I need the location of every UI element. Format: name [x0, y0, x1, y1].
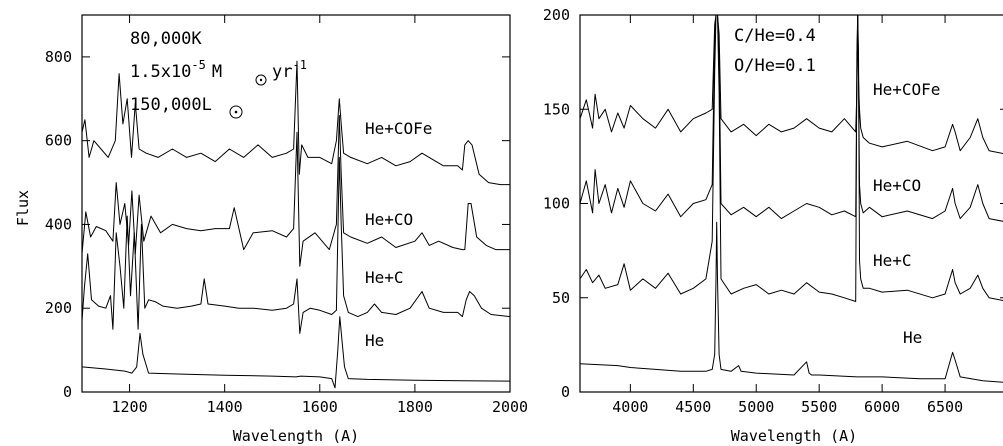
right-x-axis-title: Wavelength (A)	[731, 427, 857, 445]
right-series-line-he	[579, 221, 1003, 383]
right-label-he: He	[903, 328, 922, 347]
left-plot-frame	[81, 14, 511, 393]
right-y-tick-label-4: 200	[543, 6, 570, 24]
right-label-he-co: He+CO	[873, 176, 921, 195]
left-label-he-cofe: He+COFe	[365, 119, 432, 138]
left-chart-panel: 1200 1400 1600 1800 2000 0 200 400 600 800 Wavel…	[14, 14, 528, 445]
sun-symbol-mass-dot	[259, 78, 263, 82]
right-x-tick-label-5: 6500	[927, 398, 963, 416]
right-x-tick-label-2: 5000	[738, 398, 774, 416]
right-annotation-c-he: C/He=0.4	[734, 26, 816, 46]
left-label-he-co: He+CO	[365, 210, 413, 229]
right-series-line-he-cofe	[579, 14, 1003, 155]
left-annotation-luminosity: 150,000L	[130, 95, 212, 115]
mass-loss-exponent: -5	[191, 58, 205, 72]
left-y-tick-label-0: 0	[63, 383, 72, 401]
left-series-lines	[81, 60, 511, 389]
yr-exponent: -1	[292, 58, 306, 72]
right-y-tick-label-3: 150	[543, 100, 570, 118]
right-label-he-cofe: He+COFe	[873, 80, 940, 99]
left-y-tick-label-1: 200	[45, 299, 72, 317]
left-x-axis-title: Wavelength (A)	[233, 427, 359, 445]
left-series-line-he-c	[81, 156, 511, 334]
left-x-tick-label-3: 1800	[397, 398, 433, 416]
right-y-tick-label-0: 0	[561, 383, 570, 401]
left-x-ticks: 1200 1400 1600 1800 2000	[111, 15, 528, 416]
right-x-ticks: 4000 4500 5000 5500 6000 6500	[612, 15, 963, 416]
left-annotation-mass-loss: 1.5x10-5 M	[130, 58, 222, 82]
left-y-tick-label-3: 600	[45, 132, 72, 150]
left-x-tick-label-0: 1200	[111, 398, 147, 416]
left-annotation-temperature: 80,000K	[130, 29, 202, 49]
right-x-tick-label-4: 6000	[864, 398, 900, 416]
left-label-he: He	[365, 331, 384, 350]
right-chart-panel: 4000 4500 5000 5500 6000 6500 0 50 100 150 200 Wa…	[543, 6, 1003, 445]
yr-unit: yr	[272, 62, 292, 82]
right-label-he-c: He+C	[873, 251, 912, 270]
left-y-axis-title: Flux	[14, 190, 32, 226]
right-series-line-he-co	[579, 14, 1003, 222]
sun-symbol-luminosity-dot	[234, 110, 238, 114]
sun-symbol-luminosity	[229, 105, 243, 119]
right-annotation-o-he: O/He=0.1	[734, 56, 816, 76]
right-series-line-he-c	[579, 14, 1003, 302]
left-series-line-he-cofe	[81, 60, 510, 186]
left-label-he-c: He+C	[365, 268, 404, 287]
left-series-line-he-co	[81, 115, 510, 267]
left-x-tick-label-2: 1600	[302, 398, 338, 416]
right-series-lines	[579, 14, 1003, 383]
left-x-tick-label-1: 1400	[207, 398, 243, 416]
right-y-tick-label-2: 100	[543, 195, 570, 213]
right-y-tick-label-1: 50	[552, 289, 570, 307]
right-x-tick-label-0: 4000	[612, 398, 648, 416]
left-annotation-yr: yr-1	[272, 58, 307, 82]
mass-loss-coefficient: 1.5x10	[130, 62, 191, 82]
sun-symbol-mass	[255, 74, 267, 86]
left-series-line-he	[81, 316, 511, 389]
mass-loss-unit-m: M	[212, 62, 222, 82]
left-x-tick-label-4: 2000	[492, 398, 528, 416]
left-y-tick-label-4: 800	[45, 48, 72, 66]
right-x-tick-label-1: 4500	[675, 398, 711, 416]
left-y-ticks: 0 200 400 600 800	[45, 48, 510, 401]
right-y-ticks: 0 50 100 150 200	[543, 6, 1003, 401]
right-x-tick-label-3: 5500	[801, 398, 837, 416]
left-y-tick-label-2: 400	[45, 215, 72, 233]
